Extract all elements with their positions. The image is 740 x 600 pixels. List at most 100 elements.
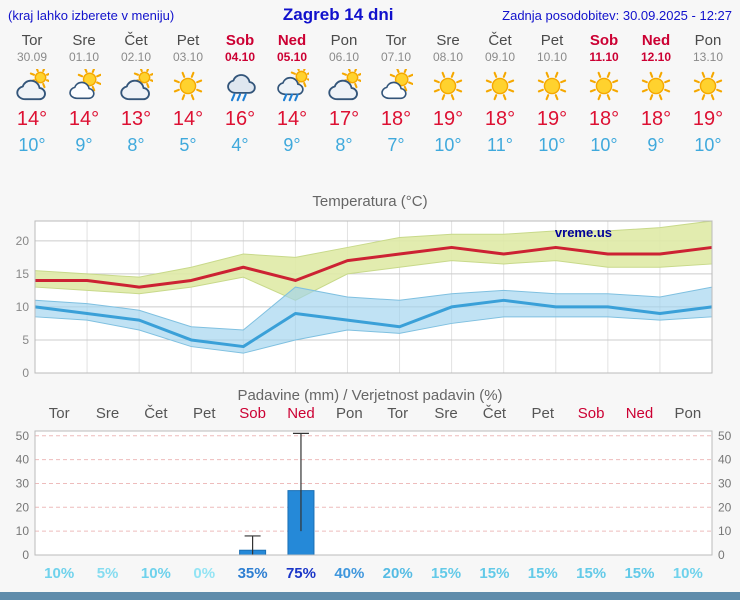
day-date: 01.10 — [68, 50, 100, 64]
forecast-day-column[interactable]: Ned 12.10 18° 9° — [630, 32, 682, 157]
axis-tick-label: 5 — [22, 333, 29, 347]
min-temperature: 10° — [694, 135, 722, 155]
weather-icon-slot — [318, 68, 370, 104]
max-temperature: 17° — [328, 108, 360, 130]
forecast-day-column[interactable]: Pet 10.10 19° 10° — [526, 32, 578, 157]
day-name: Tor — [21, 32, 43, 49]
day-date: 08.10 — [432, 50, 464, 64]
day-date: 30.09 — [16, 50, 48, 64]
weather-icon-slot — [422, 68, 474, 104]
temperature-chart: 0 5 10 15 20 vreme.us — [0, 213, 740, 383]
axis-tick-label: 40 — [16, 453, 30, 467]
max-temperature: 19° — [536, 108, 568, 130]
max-temperature: 14° — [276, 108, 308, 130]
forecast-day-column[interactable]: Tor 30.09 14° 10° — [6, 32, 58, 157]
precip-day-label: Pet — [531, 405, 555, 422]
min-temperature: 8° — [127, 135, 145, 155]
axis-tick-label: 0 — [22, 366, 29, 380]
day-name: Tor — [385, 32, 407, 49]
forecast-day-column[interactable]: Sre 08.10 19° 10° — [422, 32, 474, 157]
footer-strip — [0, 592, 740, 600]
precipitation-probability: 15% — [527, 565, 558, 582]
day-name: Pet — [540, 32, 564, 49]
min-temperature: 7° — [387, 135, 405, 155]
min-temperature: 10° — [18, 135, 46, 155]
last-update-label: Zadnja posodobitev: 30.09.2025 - 12:27 — [502, 7, 732, 23]
min-temperature: 9° — [75, 135, 93, 155]
day-date: 05.10 — [276, 50, 308, 64]
day-name: Sre — [436, 32, 460, 49]
min-temperature-line — [34, 298, 713, 349]
precip-day-label: Pon — [674, 405, 702, 422]
weather-icon-slot — [630, 68, 682, 104]
min-temperature: 8° — [335, 135, 353, 155]
precip-day-label: Tor — [48, 405, 70, 422]
precip-day-label: Sre — [434, 405, 458, 422]
axis-tick-label: 30 — [718, 476, 732, 490]
day-name: Pon — [330, 32, 358, 49]
axis-tick-label: 10 — [16, 300, 30, 314]
day-date: 07.10 — [380, 50, 412, 64]
weather-icon-slot — [526, 68, 578, 104]
forecast-day-column[interactable]: Sre 01.10 14° 9° — [58, 32, 110, 157]
axis-tick-label: 20 — [16, 234, 30, 248]
day-date: 06.10 — [328, 50, 360, 64]
precipitation-probability-row: 10% 5% 10% 0% 35% 75% 40% 20% 15% 15% 15% 15% 15% 10% — [0, 565, 740, 585]
precip-day-label: Tor — [387, 405, 409, 422]
location-hint: (kraj lahko izberete v meniju) — [8, 7, 175, 23]
day-date: 12.10 — [640, 50, 672, 64]
forecast-strip: Tor 30.09 14° 10° Sre 01.10 14° 9° Čet 02.10 13° 8°… — [0, 26, 740, 159]
mostly-cloudy-icon — [328, 69, 361, 101]
precipitation-chart: 0 0 10 10 20 20 30 30 40 40 50 50 — [0, 425, 740, 565]
day-name: Ned — [277, 32, 307, 49]
forecast-day-column[interactable]: Sob 11.10 18° 10° — [578, 32, 630, 157]
precipitation-probability: 20% — [382, 565, 413, 582]
weather-icon-slot — [474, 68, 526, 104]
axis-tick-label: 0 — [22, 548, 29, 562]
mostly-cloudy-icon — [120, 69, 153, 101]
precip-day-label: Pon — [335, 405, 363, 422]
sunny-icon — [173, 71, 203, 101]
day-name: Sob — [589, 32, 619, 49]
min-temperature: 5° — [179, 135, 197, 155]
precipitation-probability: 75% — [285, 565, 316, 582]
sunny-icon — [693, 71, 723, 101]
max-temperature: 19° — [432, 108, 464, 130]
weather-icon-slot — [266, 68, 318, 104]
weather-icon-slot — [162, 68, 214, 104]
forecast-day-column[interactable]: Tor 07.10 18° 7° — [370, 32, 422, 157]
precipitation-chart-title: Padavine (mm) / Verjetnost padavin (%) — [237, 387, 503, 404]
forecast-day-column[interactable]: Čet 09.10 18° 11° — [474, 32, 526, 157]
max-temperature: 14° — [16, 108, 48, 130]
forecast-day-column[interactable]: Pon 13.10 19° 10° — [682, 32, 734, 157]
partly-cloudy-icon — [69, 69, 101, 100]
precip-day-label: Sob — [577, 405, 605, 422]
max-temperature: 13° — [120, 108, 152, 130]
precip-day-label: Ned — [287, 405, 315, 422]
max-temperature: 18° — [380, 108, 412, 130]
day-date: 10.10 — [536, 50, 568, 64]
axis-tick-label: 10 — [718, 524, 732, 538]
weather-icon-slot — [578, 68, 630, 104]
forecast-day-column[interactable]: Sob 04.10 16° 4° — [214, 32, 266, 157]
weather-icon-slot — [110, 68, 162, 104]
day-date: 02.10 — [120, 50, 152, 64]
min-temperature: 4° — [231, 135, 249, 155]
precipitation-probability: 15% — [431, 565, 462, 582]
weather-icon-slot — [682, 68, 734, 104]
max-temperature-line — [35, 245, 713, 289]
forecast-day-column[interactable]: Ned 05.10 14° 9° — [266, 32, 318, 157]
rain-sun-icon — [277, 69, 309, 102]
precipitation-chart-svg: 0 0 10 10 20 20 30 30 40 40 50 50 — [16, 429, 732, 562]
precip-day-label: Čet — [482, 405, 507, 422]
page-title: Zagreb 14 dni — [282, 5, 394, 24]
forecast-day-column[interactable]: Pon 06.10 17° 8° — [318, 32, 370, 157]
sunny-icon — [433, 71, 463, 101]
axis-tick-label: 10 — [16, 524, 30, 538]
min-temperature: 10° — [538, 135, 566, 155]
forecast-day-column[interactable]: Pet 03.10 14° 5° — [162, 32, 214, 157]
axis-tick-label: 20 — [16, 500, 30, 514]
forecast-day-column[interactable]: Čet 02.10 13° 8° — [110, 32, 162, 157]
day-name: Sob — [225, 32, 255, 49]
